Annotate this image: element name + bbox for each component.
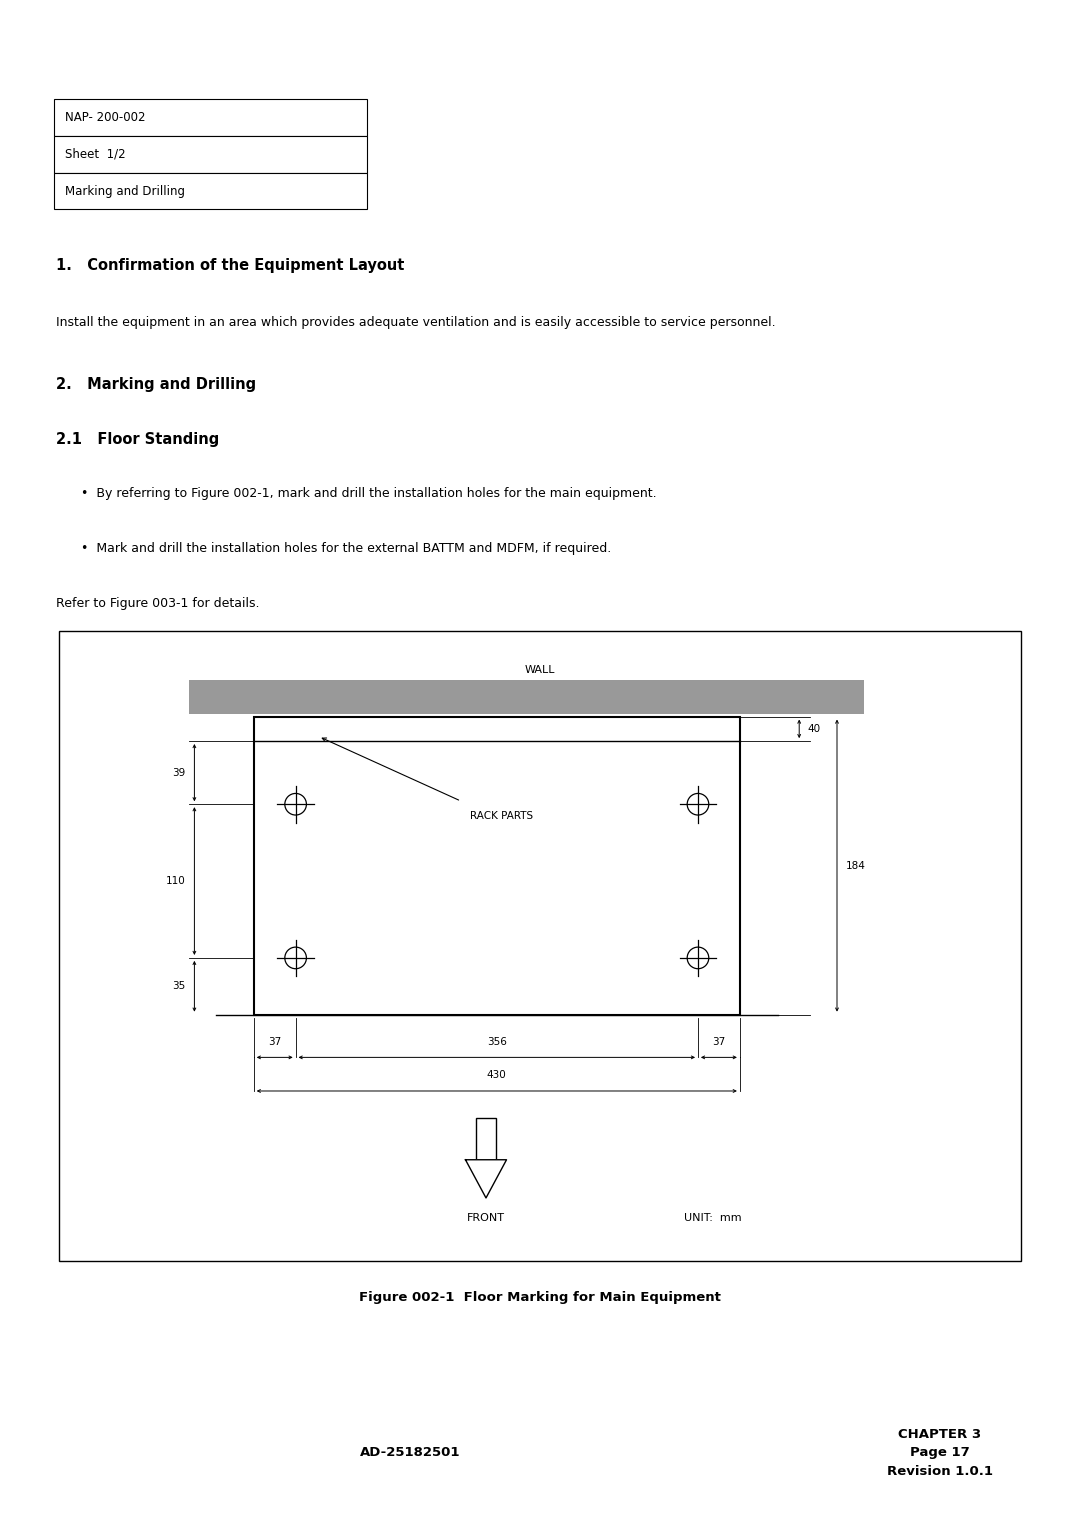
- Bar: [476, 1118, 496, 1160]
- Text: 2.   Marking and Drilling: 2. Marking and Drilling: [56, 377, 256, 393]
- Text: 37: 37: [268, 1036, 281, 1047]
- Text: 35: 35: [173, 981, 186, 992]
- Text: 430: 430: [487, 1070, 507, 1080]
- Text: Sheet  1/2: Sheet 1/2: [65, 148, 125, 160]
- Bar: [54, 99, 367, 136]
- Text: 40: 40: [808, 724, 821, 733]
- Bar: [59, 631, 1021, 1261]
- Bar: [254, 717, 740, 1015]
- Text: UNIT:  mm: UNIT: mm: [684, 1213, 742, 1224]
- Bar: [54, 173, 367, 209]
- Text: NAP- 200-002: NAP- 200-002: [65, 112, 146, 124]
- Text: Revision 1.0.1: Revision 1.0.1: [887, 1464, 993, 1478]
- Text: 2.1   Floor Standing: 2.1 Floor Standing: [56, 432, 219, 448]
- Text: Install the equipment in an area which provides adequate ventilation and is easi: Install the equipment in an area which p…: [56, 316, 775, 330]
- Text: 39: 39: [173, 767, 186, 778]
- Text: 356: 356: [487, 1036, 507, 1047]
- Text: CHAPTER 3: CHAPTER 3: [899, 1427, 981, 1441]
- Text: WALL: WALL: [525, 665, 555, 675]
- Text: •  Mark and drill the installation holes for the external BATTM and MDFM, if req: • Mark and drill the installation holes …: [81, 542, 611, 556]
- Text: Marking and Drilling: Marking and Drilling: [65, 185, 185, 197]
- Text: FRONT: FRONT: [467, 1213, 505, 1224]
- Text: 184: 184: [846, 860, 865, 871]
- Text: RACK PARTS: RACK PARTS: [470, 811, 532, 822]
- Text: 37: 37: [713, 1036, 726, 1047]
- Text: Page 17: Page 17: [909, 1445, 970, 1459]
- Text: •  By referring to Figure 002-1, mark and drill the installation holes for the m: • By referring to Figure 002-1, mark and…: [81, 487, 657, 501]
- Bar: [54, 136, 367, 173]
- Text: 110: 110: [166, 876, 186, 886]
- Polygon shape: [465, 1160, 507, 1198]
- Bar: [189, 680, 864, 714]
- Text: 1.   Confirmation of the Equipment Layout: 1. Confirmation of the Equipment Layout: [56, 258, 405, 274]
- Text: Refer to Figure 003-1 for details.: Refer to Figure 003-1 for details.: [56, 597, 259, 611]
- Text: Figure 002-1  Floor Marking for Main Equipment: Figure 002-1 Floor Marking for Main Equi…: [359, 1291, 721, 1305]
- Text: AD-25182501: AD-25182501: [360, 1445, 461, 1459]
